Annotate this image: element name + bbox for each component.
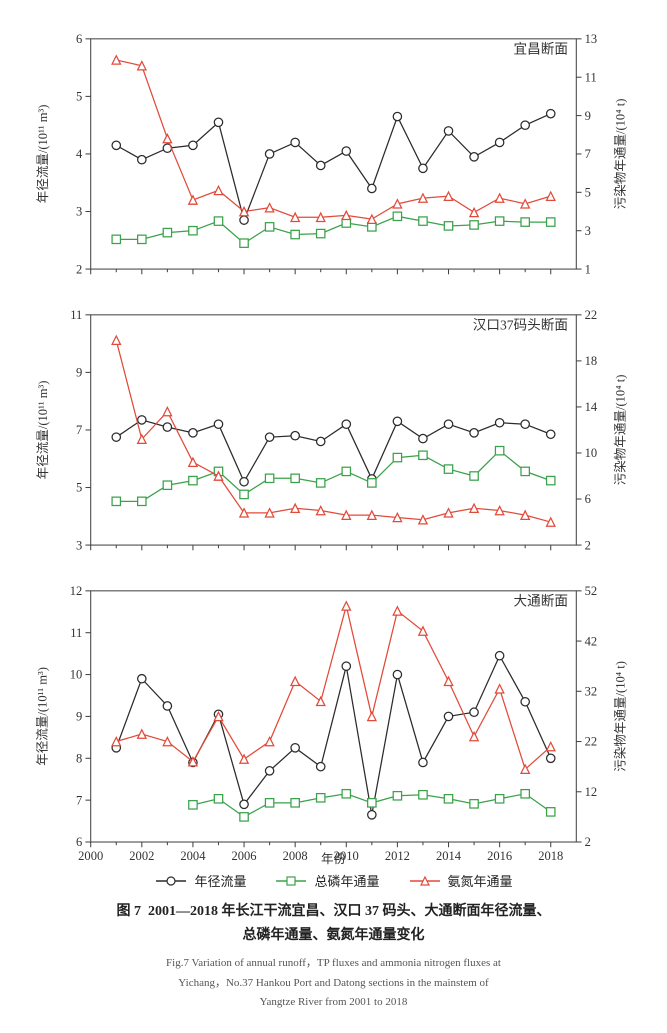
svg-text:2012: 2012 [385,849,410,863]
svg-text:18: 18 [585,354,598,368]
legend-label: 年径流量 [194,871,246,890]
caption-cn-line2: 总磷年通量、氨氮年通量变化 [243,928,425,943]
svg-text:12: 12 [70,584,83,598]
caption-en-line3: Yangtze River from 2001 to 2018 [260,996,408,1008]
chart-panel-0: 23456135791113年径流量/(10¹¹ m³)污染物年通量/(10⁴ … [30,20,637,292]
svg-text:10: 10 [585,446,598,460]
svg-text:4: 4 [76,147,83,161]
figure-number: 图 7 [117,904,142,919]
svg-text:6: 6 [76,32,82,46]
legend: 年径流量 总磷年通量 氨氮年通量 [30,871,637,890]
svg-text:5: 5 [76,90,82,104]
svg-text:宜昌断面: 宜昌断面 [514,41,568,56]
svg-text:2014: 2014 [436,849,462,863]
svg-text:污染物年通量/(10⁴ t): 污染物年通量/(10⁴ t) [613,661,627,772]
svg-text:5: 5 [585,186,591,200]
svg-text:10: 10 [70,668,83,682]
svg-text:3: 3 [76,538,82,552]
svg-text:22: 22 [585,735,598,749]
svg-text:11: 11 [585,70,597,84]
svg-text:6: 6 [76,835,82,849]
svg-text:2004: 2004 [180,849,206,863]
caption-chinese: 图 7 2001—2018 年长江干流宜昌、汉口 37 码头、大通断面年径流量、… [30,900,637,948]
svg-text:污染物年通量/(10⁴ t): 污染物年通量/(10⁴ t) [613,99,627,210]
chart-panel: 2000200220042006200820102012201420162018… [30,572,637,865]
svg-text:8: 8 [76,752,82,766]
chart-panel: 23456135791113年径流量/(10¹¹ m³)污染物年通量/(10⁴ … [30,20,637,292]
svg-text:年径流量/(10¹¹ m³): 年径流量/(10¹¹ m³) [36,381,50,480]
legend-item-tp: 总磷年通量 [274,871,379,890]
svg-text:9: 9 [585,109,591,123]
svg-text:13: 13 [585,32,598,46]
svg-text:11: 11 [70,308,82,322]
chart-panel: 3 5 7 9 11 2 6 10 14 18 22 年径流量/(10¹¹ m³) 污染物年通量/(10… [30,296,637,568]
svg-text:1: 1 [585,262,591,276]
svg-text:2008: 2008 [283,849,308,863]
svg-text:42: 42 [585,634,598,648]
svg-text:5: 5 [76,481,82,495]
svg-text:年径流量/(10¹¹ m³): 年径流量/(10¹¹ m³) [36,667,50,766]
legend-swatch-icon [154,874,188,888]
caption-en-line1: Fig.7 Variation of annual runoff，TP flux… [166,957,501,969]
svg-text:大通断面: 大通断面 [514,594,568,609]
svg-text:7: 7 [76,423,82,437]
svg-text:2002: 2002 [129,849,154,863]
legend-swatch-icon [274,874,308,888]
legend-swatch-icon [408,874,442,888]
svg-text:52: 52 [585,584,598,598]
svg-text:7: 7 [76,794,82,808]
svg-text:2018: 2018 [538,849,563,863]
chart-panel-1: 3 5 7 9 11 2 6 10 14 18 22 年径流量/(10¹¹ m³) 污染物年通量/(10… [30,296,637,568]
legend-label: 氨氮年通量 [448,871,513,890]
svg-text:2006: 2006 [232,849,257,863]
caption-en-line2: Yichang，No.37 Hankou Port and Datong sec… [178,977,488,989]
legend-label: 总磷年通量 [314,871,379,890]
svg-text:9: 9 [76,366,82,380]
chart-panel-2: 2000200220042006200820102012201420162018… [30,572,637,865]
svg-text:汉口37码头断面: 汉口37码头断面 [473,318,568,333]
svg-text:12: 12 [585,785,598,799]
figure-caption: 图 7 2001—2018 年长江干流宜昌、汉口 37 码头、大通断面年径流量、… [30,900,637,1013]
legend-item-nh3: 氨氮年通量 [408,871,513,890]
svg-text:2: 2 [76,262,82,276]
charts-container: 23456135791113年径流量/(10¹¹ m³)污染物年通量/(10⁴ … [30,20,637,865]
svg-text:3: 3 [585,224,591,238]
svg-text:7: 7 [585,147,591,161]
svg-text:年径流量/(10¹¹ m³): 年径流量/(10¹¹ m³) [36,105,50,204]
svg-text:14: 14 [585,400,598,414]
svg-text:3: 3 [76,205,82,219]
svg-text:2016: 2016 [487,849,512,863]
svg-text:2: 2 [585,538,591,552]
svg-text:年份: 年份 [321,852,347,865]
svg-text:6: 6 [585,492,591,506]
caption-english: Fig.7 Variation of annual runoff，TP flux… [30,954,637,1013]
svg-text:2000: 2000 [78,849,103,863]
legend-item-runoff: 年径流量 [154,871,246,890]
svg-text:9: 9 [76,710,82,724]
svg-text:11: 11 [70,626,82,640]
svg-text:污染物年通量/(10⁴ t): 污染物年通量/(10⁴ t) [613,375,627,486]
svg-text:2: 2 [585,835,591,849]
caption-cn-line1: 2001—2018 年长江干流宜昌、汉口 37 码头、大通断面年径流量、 [148,904,551,919]
svg-text:32: 32 [585,685,598,699]
svg-text:22: 22 [585,308,598,322]
